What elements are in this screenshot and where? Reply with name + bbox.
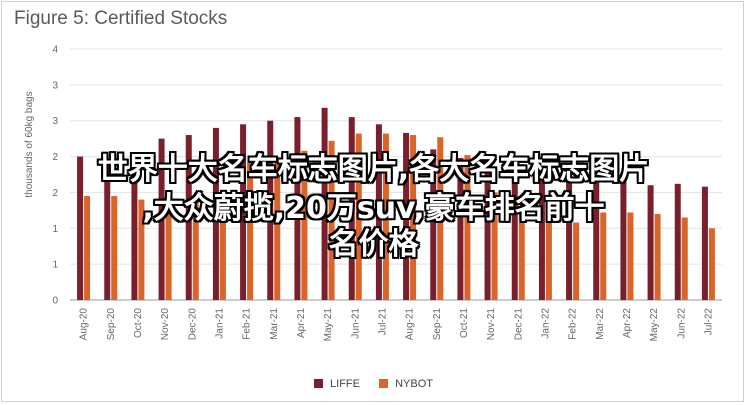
bar-liffe [593, 181, 600, 300]
bar-liffe [77, 156, 84, 300]
bar-liffe [240, 124, 247, 300]
x-tick-label: May-21 [323, 308, 334, 342]
bar-nybot [165, 199, 172, 300]
bar-nybot [410, 135, 417, 300]
bar-liffe [185, 135, 192, 300]
x-tick-label: Jan-22 [540, 308, 551, 339]
bar-nybot [111, 196, 118, 300]
y-tick-label: 3 [52, 80, 58, 91]
x-tick-label: Aug-21 [405, 308, 416, 341]
x-tick-label: May-22 [649, 308, 660, 342]
legend: LIFFE NYBOT [0, 378, 747, 390]
bar-nybot [491, 192, 498, 300]
legend-item-nybot: NYBOT [379, 378, 433, 390]
bar-liffe [375, 124, 382, 300]
bar-liffe [267, 120, 274, 300]
bar-liffe [511, 174, 518, 300]
bar-liffe [348, 117, 355, 300]
bar-liffe [430, 149, 437, 300]
y-tick-label: 0 [52, 296, 58, 307]
overlay-text-line-2: ,大众蔚揽,20万suv,豪车排名前十 [142, 191, 605, 226]
y-tick-label: 2 [52, 188, 58, 199]
bar-liffe [620, 178, 627, 300]
bar-liffe [457, 158, 464, 300]
x-tick-label: Feb-22 [568, 308, 579, 340]
x-tick-label: Dec-20 [187, 308, 198, 341]
overlay-text-line-1: 世界十大名车标志图片,各大名车标志图片 [97, 152, 650, 187]
x-tick-label: Jul-21 [377, 308, 388, 336]
legend-swatch-liffe [313, 379, 323, 388]
bar-liffe [566, 178, 573, 300]
x-tick-label: Sep-21 [432, 308, 443, 341]
x-tick-label: Apr-21 [296, 308, 307, 338]
x-tick-label: Oct-20 [133, 308, 144, 338]
y-tick-label: 4 [52, 45, 58, 56]
bar-liffe [131, 152, 138, 300]
x-tick-label: Oct-21 [459, 308, 470, 338]
bar-liffe [321, 107, 328, 300]
bar-liffe [158, 138, 165, 300]
x-tick-label: Mar-21 [269, 308, 280, 340]
bar-nybot [219, 192, 226, 300]
x-tick-label: Nov-20 [160, 308, 171, 341]
x-tick-label: Jan-21 [214, 308, 225, 339]
bar-nybot [138, 199, 145, 300]
x-tick-label: Apr-22 [622, 308, 633, 338]
x-tick-label: Jun-22 [676, 308, 687, 339]
bar-nybot [545, 217, 552, 300]
x-tick-label: Jun-21 [350, 308, 361, 339]
y-tick-label: 3 [52, 116, 58, 127]
bar-nybot [627, 212, 634, 300]
y-tick-label: 2 [52, 152, 58, 163]
bar-liffe [212, 127, 219, 300]
bar-nybot [301, 150, 308, 300]
bar-nybot [355, 133, 362, 300]
legend-swatch-nybot [379, 379, 389, 388]
bar-liffe [294, 117, 301, 300]
bar-liffe [538, 176, 545, 300]
y-tick-label: 1 [52, 224, 58, 235]
bar-nybot [192, 196, 199, 300]
y-tick-label: 1 [52, 260, 58, 271]
chart-title: Figure 5: Certified Stocks [14, 8, 228, 29]
bar-nybot [708, 228, 715, 300]
bar-nybot [573, 222, 580, 300]
bar-nybot [382, 133, 389, 300]
legend-label-liffe: LIFFE [330, 378, 360, 390]
bar-nybot [274, 158, 281, 300]
x-tick-label: Nov-21 [486, 308, 497, 341]
x-tick-label: Aug-20 [79, 308, 90, 341]
bar-liffe [701, 186, 708, 300]
bar-nybot [681, 217, 688, 300]
bar-nybot [84, 196, 91, 300]
overlay-text-line-3: 名价格 [328, 227, 419, 262]
x-tick-label: Jul-22 [703, 308, 714, 336]
y-axis-label: thousands of 60kg bags [24, 91, 35, 197]
bar-nybot [247, 162, 254, 300]
bar-liffe [104, 160, 111, 300]
bar-nybot [464, 155, 471, 300]
x-tick-label: Feb-21 [242, 308, 253, 340]
x-tick-label: Mar-22 [595, 308, 606, 340]
bar-liffe [647, 185, 654, 300]
legend-item-liffe: LIFFE [313, 378, 360, 390]
x-tick-label: Dec-21 [513, 308, 524, 341]
bar-nybot [437, 137, 444, 300]
bar-liffe [674, 183, 681, 300]
bar-nybot [600, 212, 607, 300]
x-tick-label: Sep-20 [106, 308, 117, 341]
bar-liffe [403, 132, 410, 300]
bar-nybot [518, 206, 525, 300]
bar-nybot [654, 213, 661, 300]
legend-label-nybot: NYBOT [395, 378, 434, 390]
bar-nybot [328, 140, 335, 300]
bar-liffe [484, 170, 491, 300]
